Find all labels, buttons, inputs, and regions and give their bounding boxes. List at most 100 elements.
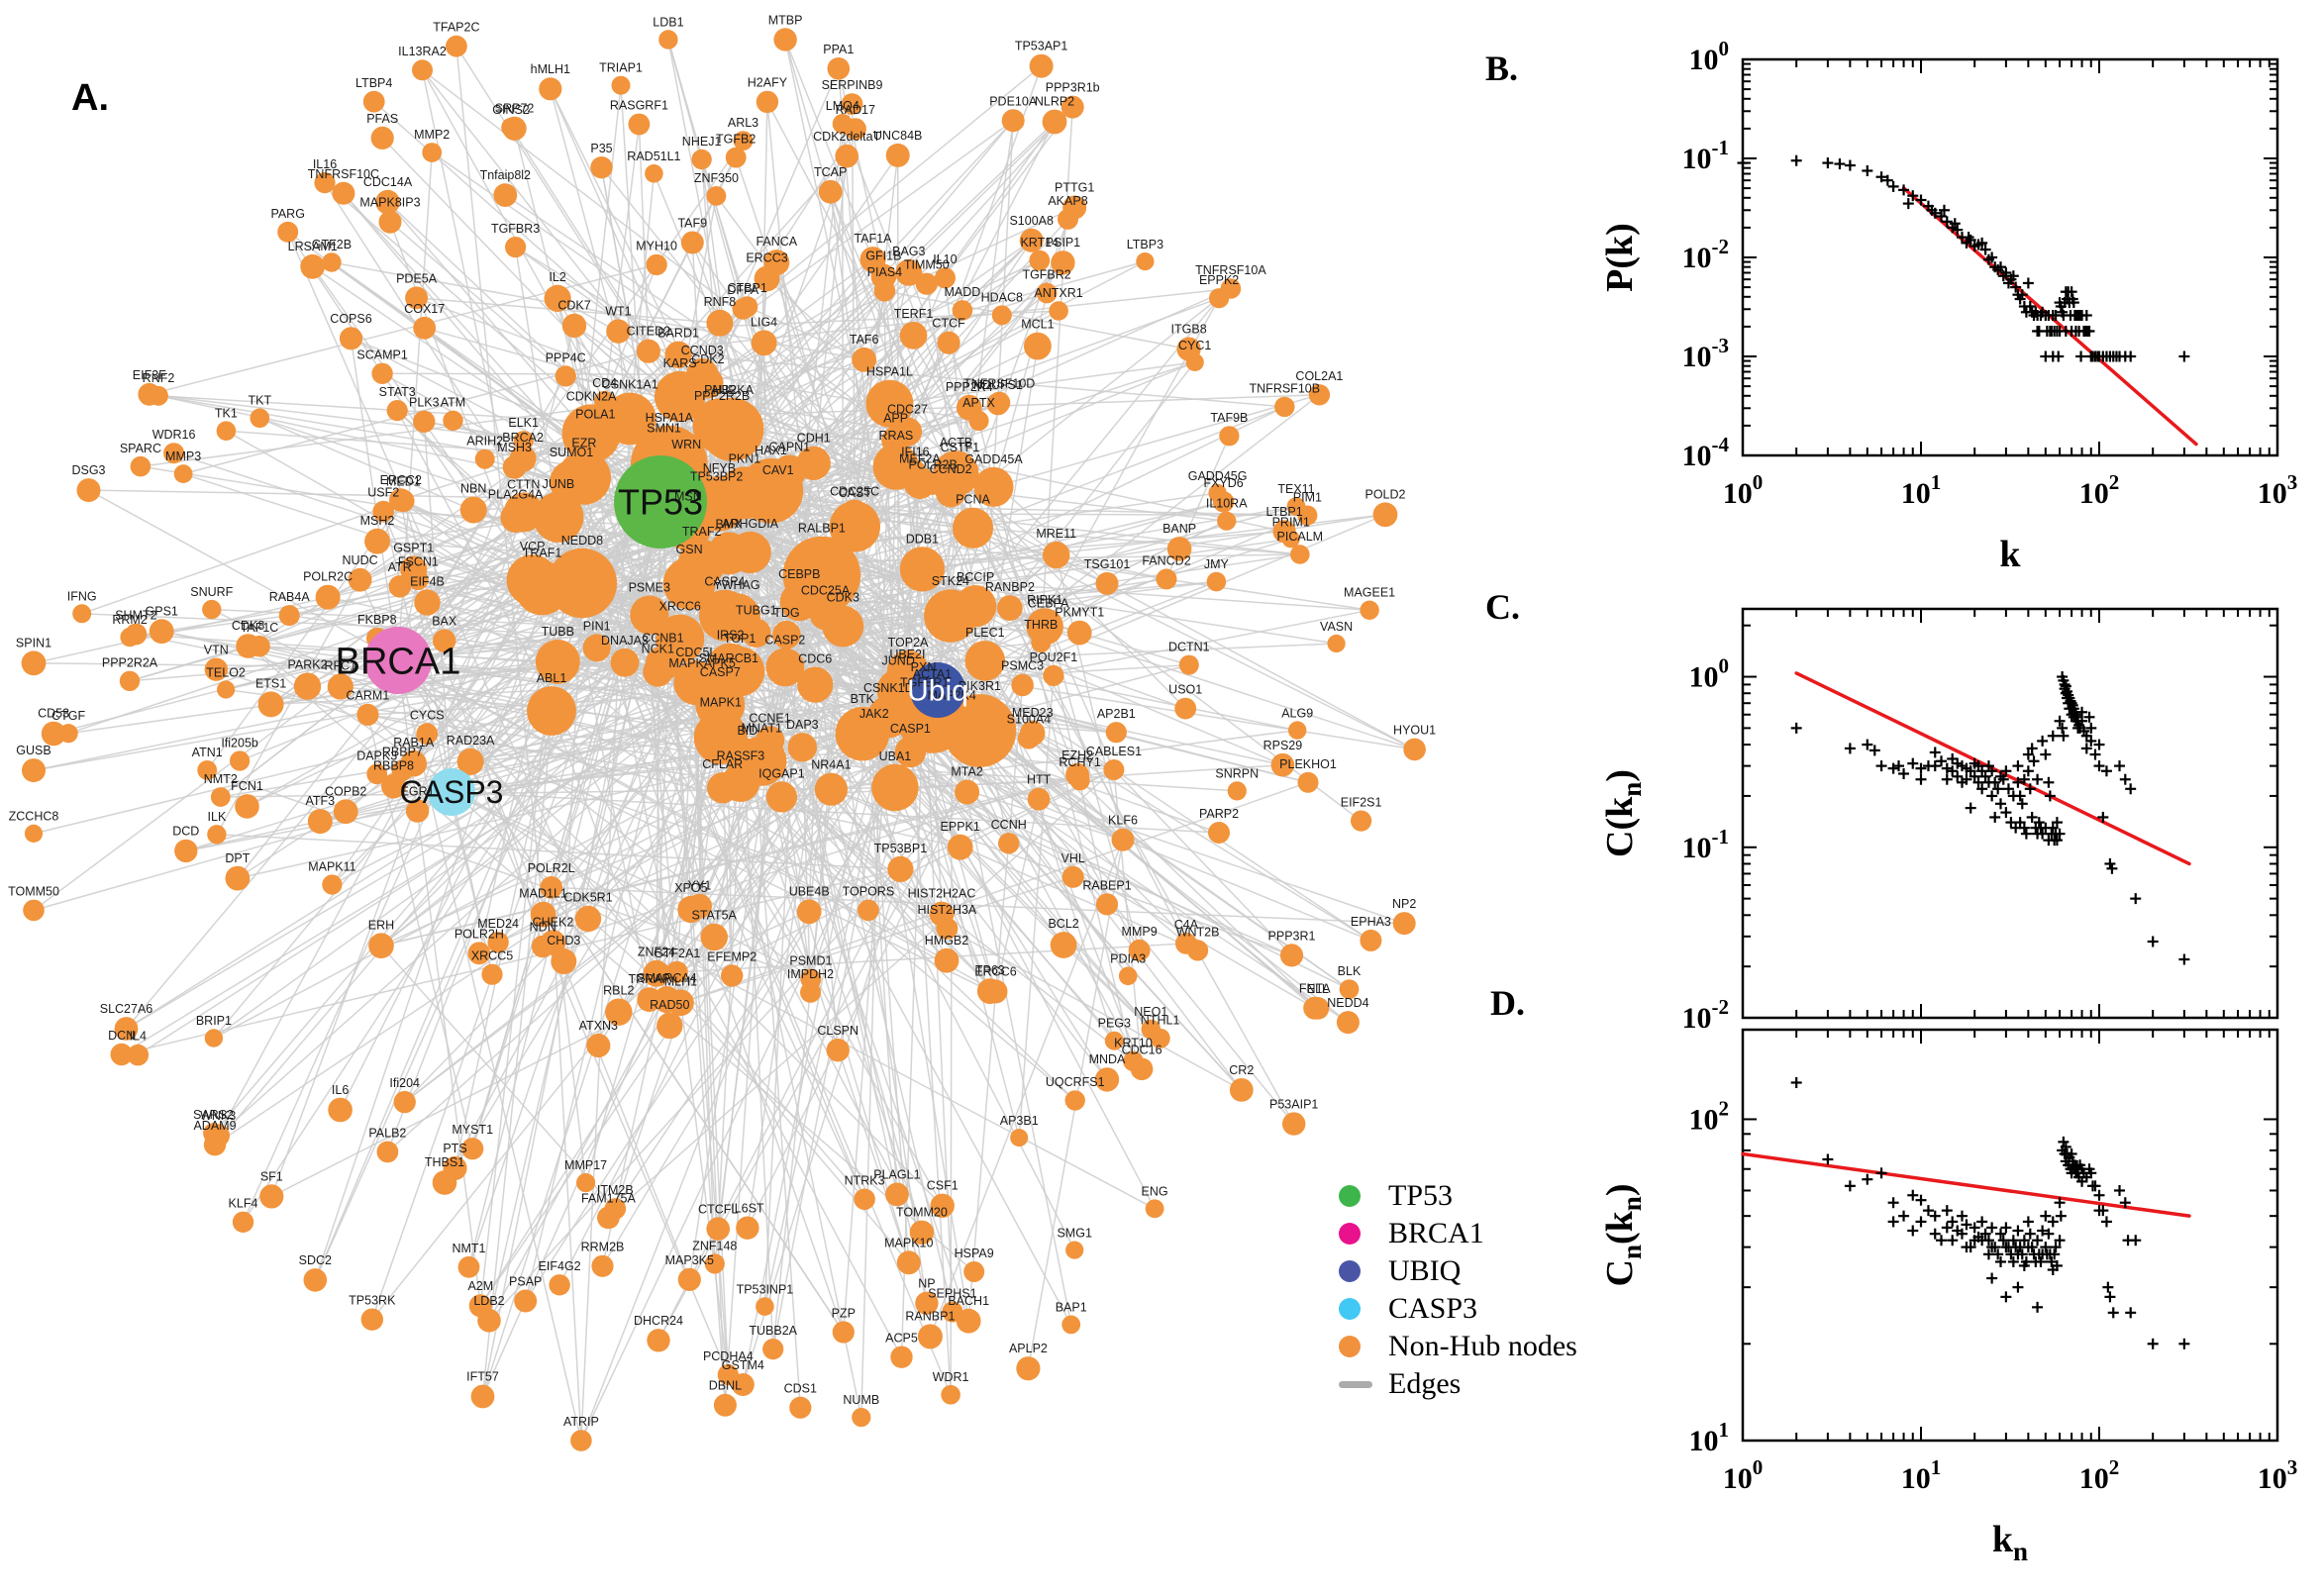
node-label: PPP4C — [546, 350, 586, 364]
network-node — [368, 933, 394, 958]
network-node — [899, 322, 928, 349]
network-node — [870, 263, 897, 290]
network-node — [433, 629, 456, 652]
node-label: CAST — [839, 486, 872, 500]
network-node — [416, 723, 439, 746]
network-node — [278, 605, 300, 627]
network-node — [408, 569, 429, 590]
node-label: POLA1 — [575, 408, 615, 422]
node-label: CTTN — [507, 477, 540, 491]
node-label: GADD45A — [964, 452, 1023, 466]
network-node — [952, 507, 994, 549]
network-node — [1288, 721, 1307, 740]
node-label: FANCA — [756, 235, 797, 249]
network-node — [1175, 933, 1197, 954]
node-label: RBL2 — [603, 984, 634, 998]
network-node — [348, 567, 372, 592]
tick-label: 102 — [2079, 470, 2120, 510]
node-label: DNAJA3 — [601, 634, 649, 648]
node-label: RBBP7 — [382, 746, 423, 759]
node-label: SUMO1 — [550, 446, 594, 459]
node-label: CCND3 — [681, 344, 724, 357]
node-label: MAPK1 — [700, 696, 742, 710]
tick-label: 10-1 — [1682, 825, 1730, 864]
plot-frame — [1741, 57, 2279, 457]
hub-node-casp3 — [428, 768, 475, 816]
network-node — [21, 650, 47, 676]
ubiq-dot-icon — [1339, 1260, 1380, 1282]
network-node — [1104, 1031, 1124, 1050]
network-node — [574, 905, 602, 933]
network-node — [1392, 912, 1416, 936]
node-label: IFI16 — [901, 446, 930, 459]
tick-label: 102 — [1689, 1096, 1730, 1136]
network-node — [738, 458, 804, 524]
network-node — [645, 646, 681, 681]
network-node — [1174, 697, 1197, 720]
node-label: ETS1 — [255, 677, 286, 691]
network-node — [393, 1090, 416, 1114]
network-node — [163, 443, 185, 464]
node-label: MED24 — [477, 917, 519, 931]
plot-frame — [1741, 1028, 2279, 1443]
node-label: PARK2 — [287, 658, 327, 672]
node-label: RFC1 — [324, 658, 356, 672]
network-node — [1065, 1241, 1084, 1259]
node-label: CARM1 — [347, 689, 390, 703]
network-node — [259, 1184, 284, 1209]
node-label: RBBP8 — [373, 759, 414, 773]
node-label: UBE2I — [889, 648, 925, 661]
tick-label: 10-3 — [1682, 334, 1730, 373]
network-node — [1128, 939, 1151, 961]
node-label: ATF3 — [305, 794, 335, 808]
network-node — [364, 528, 390, 554]
network-node — [1272, 520, 1296, 544]
network-node — [1027, 787, 1051, 811]
node-label: CABLES1 — [1086, 745, 1142, 758]
node-label: CCNE1 — [749, 711, 790, 725]
legend-item-ubiq: UBIQ — [1339, 1252, 1577, 1290]
network-node — [333, 799, 358, 825]
network-node — [125, 623, 148, 646]
network-node — [110, 1043, 133, 1066]
network-node — [673, 660, 719, 706]
network-node — [1062, 195, 1087, 220]
network-node — [443, 410, 463, 431]
network-node — [216, 421, 237, 442]
network-node — [356, 703, 379, 727]
node-label: RNF8 — [704, 295, 737, 309]
network-node — [1130, 1057, 1154, 1081]
network-node — [322, 874, 343, 895]
network-node — [773, 28, 797, 51]
network-node — [1274, 396, 1295, 418]
network-node — [535, 640, 580, 684]
network-node — [1141, 1019, 1162, 1040]
network-node — [481, 963, 503, 985]
node-label: NR4A1 — [811, 758, 851, 772]
tick-label: 10-2 — [1682, 995, 1730, 1035]
hub-node-brca1 — [364, 627, 432, 694]
node-label: ERCC6 — [974, 965, 1016, 979]
network-node — [470, 1384, 495, 1409]
node-label: GFI1B — [865, 249, 901, 263]
node-label: CASP4 — [704, 575, 745, 589]
network-node — [707, 532, 751, 575]
network-node — [700, 923, 728, 951]
tick-marks — [1742, 58, 2278, 456]
node-label: PHB2 — [704, 383, 737, 397]
network-node — [1024, 332, 1052, 360]
network-node — [1229, 1078, 1254, 1102]
network-node — [692, 398, 749, 453]
network-node — [257, 691, 284, 718]
tick-label: 101 — [1901, 1455, 1942, 1495]
network-node — [389, 488, 413, 512]
node-label: MAP2K4 — [928, 688, 976, 702]
node-label: RALBP1 — [798, 522, 846, 536]
network-node — [366, 763, 388, 785]
network-node — [1060, 95, 1084, 119]
network-node — [896, 1250, 921, 1275]
legend-label: UBIQ — [1388, 1254, 1462, 1287]
node-label: NDN — [530, 921, 556, 935]
